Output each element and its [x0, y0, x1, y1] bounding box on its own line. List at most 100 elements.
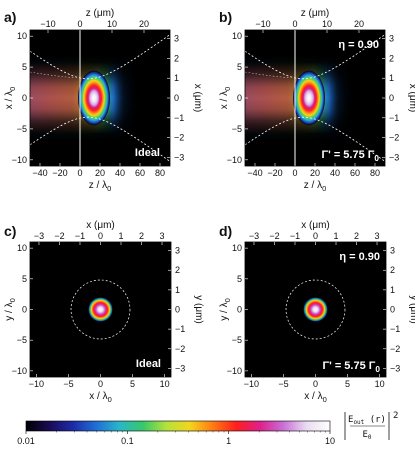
top-tick-label: −1 [75, 231, 85, 241]
x-tick-label: 80 [370, 168, 380, 178]
y-axis-label: y / λ0 [219, 298, 232, 321]
panel-annotation: Ideal [136, 358, 161, 370]
focal-spot [88, 297, 113, 322]
top-tick-label: −1 [290, 231, 300, 241]
beam-envelope-upper [30, 34, 170, 80]
beam-waist-circle [285, 279, 346, 340]
colorbar: 0.01 0.1 1 10 Eout (r) E0 2 [17, 411, 398, 446]
colorbar-title-numerator: Eout (r) [348, 415, 386, 426]
x-tick-label: 60 [350, 168, 360, 178]
top-tick-label: −10 [255, 19, 270, 29]
right-tick-label: −3 [390, 363, 400, 373]
x-tick-label: 5 [345, 379, 350, 389]
top-tick-label: 10 [322, 19, 332, 29]
x-tick-label: −5 [278, 379, 288, 389]
top-tick-label: 2 [139, 231, 144, 241]
top-tick-label: −2 [269, 231, 279, 241]
y-tick-label: 0 [22, 93, 27, 103]
right-tick-label: 3 [389, 34, 394, 44]
top-tick-label: 0 [313, 231, 318, 241]
right-axis-label: y (μm) [408, 295, 415, 324]
field-intensity [285, 279, 346, 340]
right-tick-label: 1 [174, 73, 179, 83]
x-tick-label: −10 [244, 379, 259, 389]
colorbar-gradient [25, 420, 331, 432]
y-tick-label: 10 [17, 243, 27, 253]
right-axis-label: y (μm) [193, 295, 204, 324]
panel-label: a) [4, 9, 16, 25]
top-tick-label: 1 [334, 231, 339, 241]
top-axis-label: z (μm) [86, 8, 115, 19]
colorbar-tick-label: 10 [325, 436, 335, 446]
beam-envelope-lower [30, 116, 170, 162]
y-tick-label: −10 [227, 366, 242, 376]
top-tick-label: −2 [54, 231, 64, 241]
top-tick-label: 3 [375, 231, 380, 241]
panel-annotation: Ideal [135, 147, 160, 159]
y-tick-label: 0 [22, 305, 27, 315]
x-tick-label: −20 [52, 168, 67, 178]
right-axis-label: x (μm) [407, 84, 415, 113]
right-tick-label: −1 [389, 113, 399, 123]
right-tick-label: −3 [175, 363, 185, 373]
x-tick-label: 20 [95, 168, 105, 178]
right-tick-label: −2 [174, 133, 184, 143]
top-tick-label: −3 [34, 231, 44, 241]
top-tick-label: 0 [292, 19, 297, 29]
y-tick-label: 0 [237, 93, 242, 103]
y-tick-label: 5 [237, 274, 242, 284]
x-axis-label: x / λ0 [89, 391, 112, 404]
y-tick-label: −5 [17, 335, 27, 345]
right-tick-label: 3 [175, 246, 180, 256]
right-tick-label: −3 [389, 152, 399, 162]
top-axis-label: z (μm) [301, 8, 330, 19]
colorbar-title-exponent: 2 [393, 411, 398, 421]
top-tick-label: −3 [249, 231, 259, 241]
right-tick-label: −2 [389, 133, 399, 143]
colorbar-title-denominator: E0 [362, 430, 371, 441]
right-tick-label: −1 [390, 324, 400, 334]
y-tick-label: 5 [22, 274, 27, 284]
colorbar-title: Eout (r) E0 2 [344, 411, 398, 441]
y-tick-label: 5 [22, 62, 27, 72]
y-tick-label: 0 [237, 305, 242, 315]
top-tick-label: 20 [354, 19, 364, 29]
beam-envelope-upper [245, 34, 385, 80]
mirror-contour [30, 71, 76, 78]
x-tick-label: −20 [267, 168, 282, 178]
colorbar-tick-label: 0.1 [121, 436, 134, 446]
x-tick-label: 10 [375, 379, 385, 389]
right-axis-label: x (μm) [192, 84, 203, 113]
right-tick-label: 3 [174, 34, 179, 44]
x-axis-label: z / λ0 [304, 180, 327, 193]
x-tick-label: 60 [135, 168, 145, 178]
x-tick-label: −5 [63, 379, 73, 389]
y-tick-label: 5 [237, 62, 242, 72]
top-tick-label: 20 [139, 19, 149, 29]
y-tick-label: −5 [232, 124, 242, 134]
colorbar-tick-label: 0.01 [17, 436, 35, 446]
right-tick-label: 1 [175, 285, 180, 295]
right-tick-label: 0 [389, 93, 394, 103]
right-tick-label: 2 [390, 265, 395, 275]
field-intensity [245, 34, 385, 162]
panel-annotation: Γ' = 5.75 Γ0 [323, 360, 381, 374]
x-tick-label: −40 [32, 168, 47, 178]
top-tick-label: 3 [160, 231, 165, 241]
mirror-contour [245, 71, 291, 78]
colorbar-tick-label: 1 [226, 436, 231, 446]
y-tick-label: 10 [232, 243, 242, 253]
right-tick-label: 2 [389, 53, 394, 63]
x-tick-label: 40 [115, 168, 125, 178]
panel-annotation: η = 0.90 [338, 39, 379, 51]
y-axis-label: y / λ0 [4, 298, 17, 321]
right-tick-label: −1 [174, 113, 184, 123]
right-tick-label: 0 [175, 305, 180, 315]
x-axis-label: x / λ0 [304, 391, 327, 404]
x-tick-label: 10 [160, 379, 170, 389]
panel-annotation: Γ' = 5.75 Γ0 [322, 149, 380, 163]
